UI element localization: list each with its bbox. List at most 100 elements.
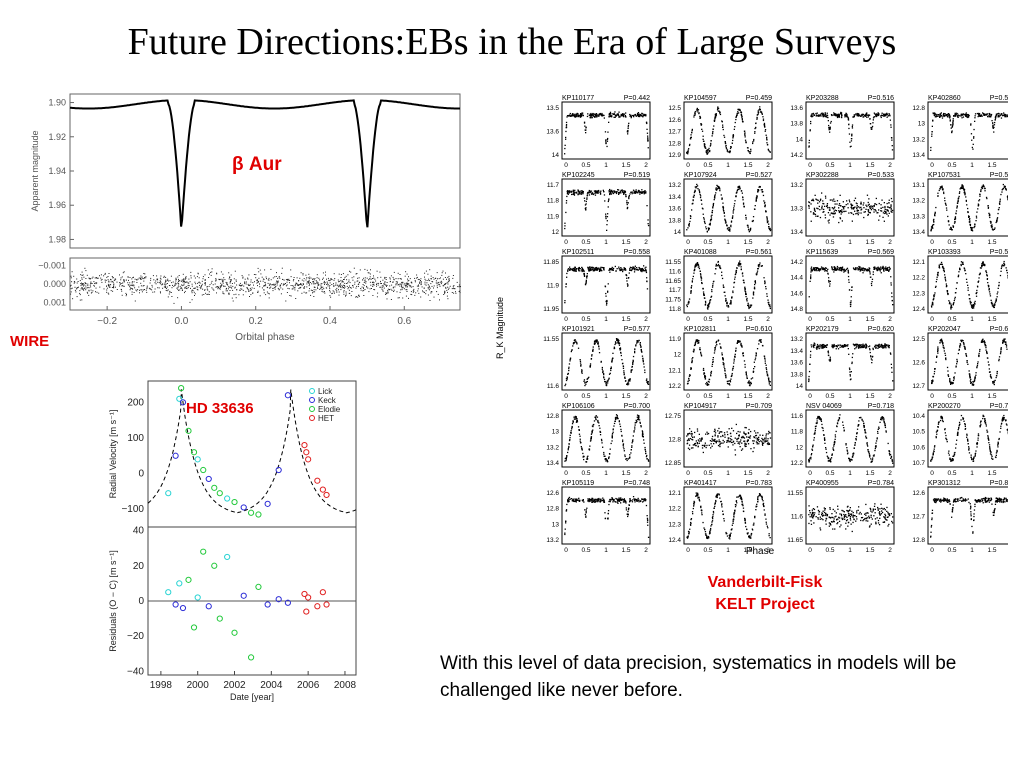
residual-point: [429, 289, 430, 291]
residual-point: [239, 284, 241, 286]
lightcurve-point: [956, 207, 958, 209]
panel-ytick-label: 11.55: [665, 259, 681, 266]
residual-point: [108, 285, 110, 287]
residual-point: [351, 291, 353, 292]
lightcurve-point: [624, 114, 626, 117]
lightcurve-point: [856, 112, 858, 115]
lightcurve-point: [591, 354, 593, 356]
lightcurve-point: [881, 266, 883, 269]
residual-point: [330, 296, 332, 298]
residual-point: [139, 292, 140, 294]
residual-point: [210, 274, 212, 276]
lightcurve-point: [875, 203, 878, 206]
lightcurve-point: [879, 270, 881, 272]
panel-ytick-label: 13.3: [790, 206, 803, 213]
residual-point: [260, 280, 262, 282]
residual-point: [277, 281, 279, 283]
lightcurve-point: [874, 267, 876, 269]
lightcurve-point: [991, 303, 994, 305]
lightcurve-point: [808, 142, 810, 144]
residual-point: [152, 275, 154, 277]
lightcurve-point: [635, 115, 637, 117]
lightcurve-point: [582, 268, 584, 271]
residual-point: [133, 281, 135, 283]
residual-point: [383, 285, 385, 287]
residual-point: [145, 276, 147, 278]
residual-point: [263, 292, 265, 294]
lightcurve-point: [973, 307, 975, 309]
residual-point: [331, 284, 333, 285]
residual-point: [104, 272, 106, 274]
residual-point: [165, 276, 167, 278]
lightcurve-point: [584, 207, 586, 210]
lightcurve-point: [830, 120, 832, 123]
residual-point: [130, 284, 132, 286]
residual-point: [95, 283, 97, 285]
lightcurve-point: [614, 343, 616, 346]
lightcurve-point: [606, 140, 609, 142]
lightcurve-point: [854, 206, 856, 208]
residual-point: [70, 291, 72, 293]
residual-point: [71, 281, 73, 283]
lightcurve-point: [856, 115, 858, 117]
lightcurve-point: [575, 341, 578, 343]
lightcurve-point: [738, 188, 740, 191]
lightcurve-point: [968, 294, 970, 296]
lightcurve-point: [890, 124, 892, 126]
lightcurve-point: [877, 266, 879, 268]
residual-point: [225, 290, 227, 292]
lightcurve-point: [596, 113, 598, 115]
lightcurve-point: [706, 153, 708, 155]
lightcurve-point: [590, 117, 592, 119]
lightcurve-point: [646, 381, 648, 383]
lightcurve-point: [824, 116, 826, 118]
lightcurve-point: [860, 269, 862, 271]
lightcurve-point: [889, 119, 891, 121]
residual-point: [195, 283, 197, 285]
lightcurve-point: [700, 277, 702, 279]
lightcurve-point: [702, 288, 704, 290]
lightcurve-point: [834, 115, 837, 117]
lightcurve-point: [1001, 266, 1003, 268]
lightcurve-point: [846, 267, 849, 269]
lightcurve-point: [870, 276, 872, 278]
residual-point: [324, 292, 326, 294]
lightcurve-point: [844, 269, 846, 271]
residual-point: [108, 286, 110, 288]
residual-point: [406, 283, 408, 284]
lightcurve-point: [579, 362, 582, 364]
lightcurve-point: [831, 199, 833, 201]
lightcurve-point: [876, 115, 878, 117]
lightcurve-point: [976, 211, 978, 213]
lightcurve-point: [1007, 195, 1008, 197]
lightcurve-point: [727, 305, 729, 307]
lightcurve-point: [641, 270, 643, 273]
residual-point: [332, 290, 334, 292]
residual-point: [363, 282, 365, 283]
lightcurve-point: [576, 115, 578, 118]
lightcurve-point: [980, 190, 982, 193]
residual-point: [350, 287, 352, 289]
lightcurve-point: [752, 219, 754, 222]
lightcurve-point: [608, 113, 610, 116]
residual-point: [265, 284, 267, 286]
residual-point: [342, 281, 344, 283]
residual-point: [112, 277, 114, 279]
lightcurve-point: [940, 114, 942, 117]
lightcurve-point: [739, 188, 741, 190]
residual-point: [165, 280, 166, 282]
lightcurve-point: [968, 215, 970, 217]
rv-xtick-label: 2000: [187, 680, 210, 691]
lightcurve-point: [833, 198, 835, 200]
lightcurve-point: [833, 271, 835, 273]
lightcurve-point: [768, 226, 770, 228]
lightcurve-point: [587, 113, 589, 115]
residual-point: [305, 274, 307, 276]
lightcurve-point: [995, 115, 997, 117]
residual-point: [186, 288, 188, 290]
residual-point: [276, 280, 277, 282]
residual-point: [263, 289, 265, 291]
residual-point: [298, 280, 299, 282]
lightcurve-point: [714, 273, 716, 275]
